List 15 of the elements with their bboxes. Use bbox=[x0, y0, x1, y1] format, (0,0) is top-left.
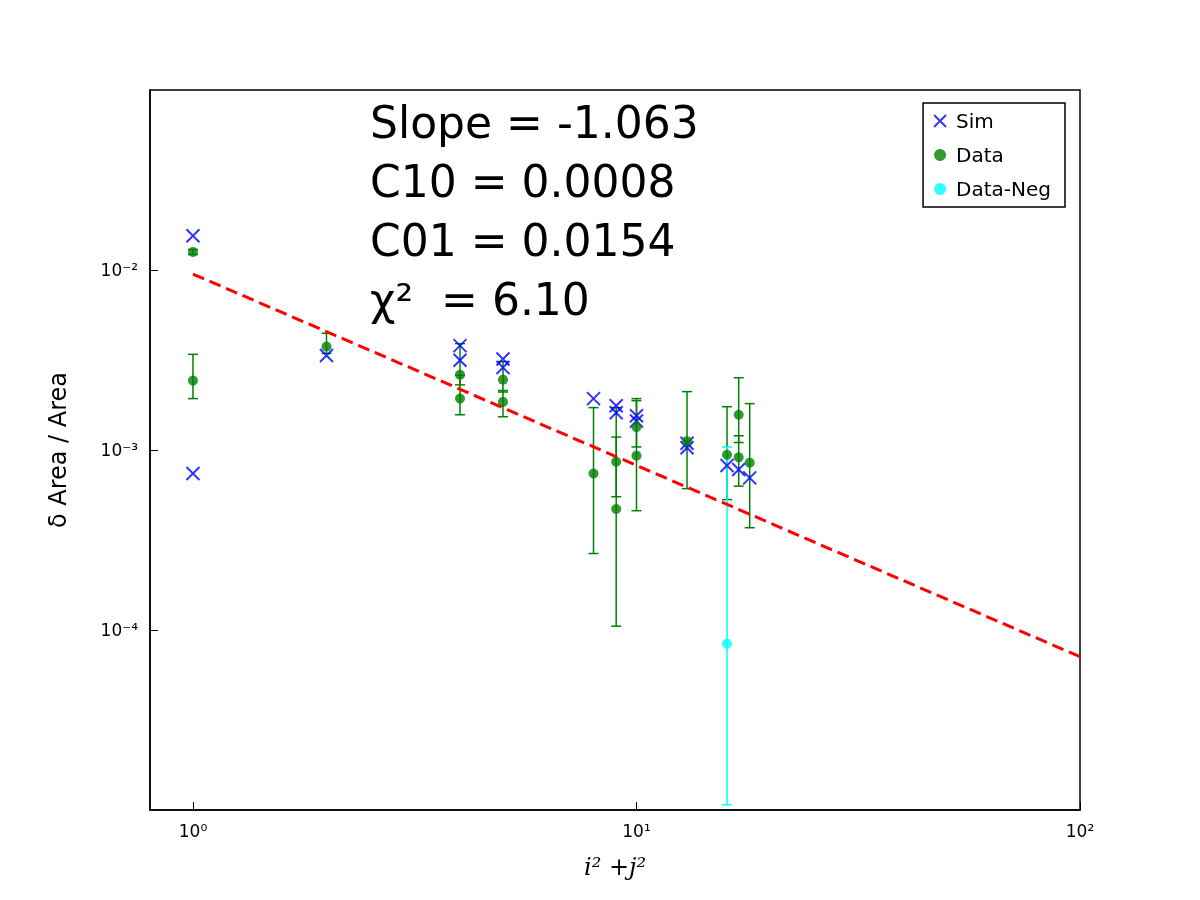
x-tick-label: 10² bbox=[1065, 820, 1095, 841]
x-tick-label: 10⁰ bbox=[178, 820, 208, 841]
x-tick-label: 10¹ bbox=[622, 820, 651, 841]
x-axis-title: i² +j² bbox=[583, 853, 647, 881]
y-tick-label: 10⁻² bbox=[100, 260, 138, 280]
annotation: Slope = -1.063 bbox=[370, 96, 699, 148]
annotation: C01 = 0.0154 bbox=[370, 214, 676, 266]
legend-label: Data-Neg bbox=[956, 177, 1052, 201]
annotation: χ² = 6.10 bbox=[370, 273, 590, 325]
y-tick-label: 10⁻³ bbox=[100, 440, 138, 460]
legend-label: Data bbox=[956, 143, 1004, 167]
y-tick-label: 10⁻⁴ bbox=[100, 620, 139, 640]
annotation: C10 = 0.0008 bbox=[370, 155, 676, 207]
legend-label: Sim bbox=[956, 109, 994, 133]
y-axis-title: δ Area / Area bbox=[44, 371, 72, 529]
